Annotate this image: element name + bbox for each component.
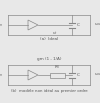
Text: $v_{in}$: $v_{in}$: [0, 21, 3, 29]
Bar: [50, 73, 65, 77]
Text: $v_{out}$: $v_{out}$: [94, 22, 100, 28]
Text: $v_{out}$: $v_{out}$: [94, 72, 100, 78]
Text: (a)  Ideal: (a) Ideal: [40, 37, 58, 41]
Text: (b)  modèle non idéal au premier ordre: (b) modèle non idéal au premier ordre: [11, 89, 87, 93]
Text: C: C: [77, 23, 80, 27]
Text: C: C: [77, 73, 80, 77]
Text: $v_{in}$: $v_{in}$: [0, 71, 3, 79]
Text: $R_0$: $R_0$: [54, 63, 60, 71]
Text: $v_t$: $v_t$: [52, 30, 58, 37]
Text: gm (1 - 1/A): gm (1 - 1/A): [37, 57, 61, 61]
